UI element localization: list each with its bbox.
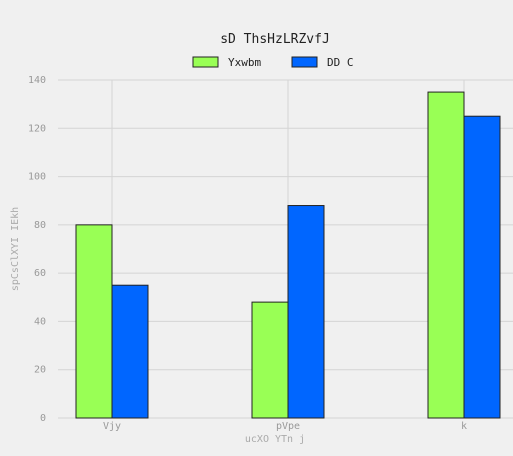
y-tick-label: 20 (34, 365, 46, 376)
y-tick-label: 140 (28, 75, 46, 86)
bars (75, 91, 501, 419)
y-tick-label: 80 (34, 220, 46, 231)
bar-yxwbm-k (427, 91, 465, 419)
bar-dd-c-k (463, 115, 501, 419)
y-tick-label: 0 (40, 413, 46, 424)
legend-label-dd-c: DD C (327, 56, 354, 69)
x-axis-label: ucXO YTn j (245, 434, 305, 445)
y-tick-label: 120 (28, 123, 46, 134)
bar-yxwbm-vjy (75, 224, 113, 419)
x-axis-ticks: Vjy pVpe k (103, 421, 467, 432)
legend-swatch-dd-c (291, 56, 318, 68)
legend: Yxwbm DD C (192, 56, 354, 69)
y-tick-label: 40 (34, 316, 46, 327)
y-axis-label: spCsClXYI IEkh (10, 207, 21, 291)
legend-label-yxwbm: Yxwbm (228, 56, 261, 69)
y-tick-label: 60 (34, 268, 46, 279)
chart-title: sD ThsHzLRZvfJ (220, 32, 330, 47)
x-tick-label: Vjy (103, 421, 121, 432)
y-tick-label: 100 (28, 172, 46, 183)
legend-swatch-yxwbm (192, 56, 219, 68)
y-axis-ticks: 0 20 40 60 80 100 120 140 (28, 75, 46, 424)
bar-dd-c-vjy (111, 284, 149, 419)
x-tick-label: k (461, 421, 467, 432)
bar-dd-c-pvpe (287, 205, 325, 419)
x-tick-label: pVpe (276, 421, 300, 432)
bar-yxwbm-pvpe (251, 301, 289, 419)
